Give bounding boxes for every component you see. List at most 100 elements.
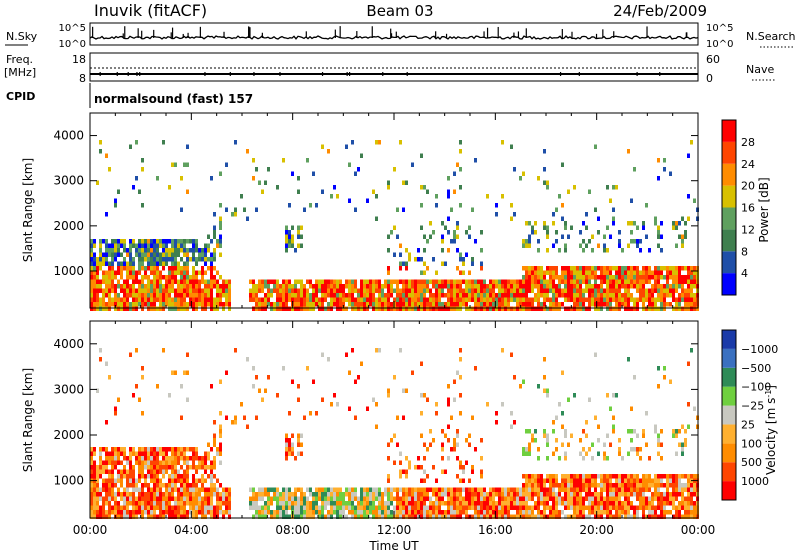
- vel-cell: [441, 469, 444, 474]
- vel-cell: [582, 501, 585, 506]
- vel-cell: [594, 352, 597, 357]
- power-cell: [651, 297, 654, 302]
- vel-cell: [423, 514, 426, 519]
- power-cell: [141, 239, 144, 244]
- power-cell: [621, 248, 624, 253]
- power-cell: [219, 275, 222, 280]
- vel-cell: [387, 478, 390, 483]
- power-cell: [429, 297, 432, 302]
- vel-cell: [153, 478, 156, 483]
- vel-cell: [198, 510, 201, 515]
- power-cell: [462, 279, 465, 284]
- power-cell: [465, 284, 468, 289]
- vel-cell: [159, 496, 162, 501]
- vel-cell: [636, 496, 639, 501]
- vel-cell: [516, 505, 519, 510]
- power-cell: [99, 252, 102, 257]
- vel-cell: [510, 492, 513, 497]
- vel-cell: [690, 505, 693, 510]
- power-cell: [636, 239, 639, 244]
- vel-cell: [471, 487, 474, 492]
- vel-cell: [414, 510, 417, 515]
- vel-cell: [147, 487, 150, 492]
- power-cell: [675, 221, 678, 226]
- power-cell: [162, 288, 165, 293]
- colorbar-swatch: [722, 443, 736, 463]
- vel-cell: [144, 510, 147, 515]
- vel-cell: [123, 469, 126, 474]
- power-cell: [642, 293, 645, 298]
- vel-cell: [216, 478, 219, 483]
- vel-cell: [501, 514, 504, 519]
- vel-cell: [222, 496, 225, 501]
- vel-cell: [471, 505, 474, 510]
- vel-cell: [201, 487, 204, 492]
- power-cell: [354, 288, 357, 293]
- vel-cell: [303, 492, 306, 497]
- vel-cell: [171, 514, 174, 519]
- power-cell: [90, 297, 93, 302]
- vel-cell: [657, 514, 660, 519]
- vel-cell: [132, 487, 135, 492]
- vel-cell: [156, 514, 159, 519]
- power-cell: [129, 275, 132, 280]
- vel-cell: [627, 514, 630, 519]
- vel-cell: [276, 501, 279, 506]
- vel-cell: [213, 474, 216, 479]
- vel-cell: [207, 465, 210, 470]
- power-cell: [390, 293, 393, 298]
- power-cell: [201, 270, 204, 275]
- power-cell: [408, 284, 411, 289]
- vel-cell: [225, 501, 228, 506]
- vel-cell: [642, 505, 645, 510]
- vel-cell: [540, 483, 543, 488]
- vel-cell: [111, 505, 114, 510]
- power-cell: [129, 261, 132, 266]
- vel-cell: [609, 487, 612, 492]
- vel-cell: [417, 514, 420, 519]
- vel-cell: [309, 492, 312, 497]
- power-cell: [321, 288, 324, 293]
- vel-cell: [102, 465, 105, 470]
- vel-cell: [675, 496, 678, 501]
- vel-cell: [459, 514, 462, 519]
- vel-cell: [567, 505, 570, 510]
- power-cell: [144, 302, 147, 307]
- power-cell: [414, 257, 417, 262]
- power-cell: [672, 284, 675, 289]
- power-cell: [291, 306, 294, 311]
- vel-cell: [669, 379, 672, 384]
- vel-cell: [546, 514, 549, 519]
- power-cell: [126, 266, 129, 271]
- power-cell: [369, 297, 372, 302]
- power-cell: [558, 302, 561, 307]
- power-cell: [489, 288, 492, 293]
- power-cell: [432, 230, 435, 235]
- vel-cell: [129, 478, 132, 483]
- vel-cell: [618, 438, 621, 443]
- power-cell: [174, 243, 177, 248]
- power-cell: [153, 261, 156, 266]
- vel-cell: [162, 460, 165, 465]
- vel-cell: [93, 492, 96, 497]
- power-cell: [129, 248, 132, 253]
- vel-cell: [558, 492, 561, 497]
- power-cell: [633, 266, 636, 271]
- vel-cell: [264, 501, 267, 506]
- power-cell: [279, 288, 282, 293]
- vel-cell: [354, 510, 357, 515]
- power-cell: [591, 275, 594, 280]
- power-cell: [318, 288, 321, 293]
- power-cell: [363, 284, 366, 289]
- vel-cell: [318, 505, 321, 510]
- vel-cell: [627, 496, 630, 501]
- vel-cell: [261, 496, 264, 501]
- power-cell: [534, 221, 537, 226]
- vel-cell: [114, 505, 117, 510]
- vel-cell: [174, 465, 177, 470]
- power-cell: [285, 279, 288, 284]
- vel-cell: [375, 510, 378, 515]
- vel-cell: [675, 514, 678, 519]
- vel-cell: [648, 487, 651, 492]
